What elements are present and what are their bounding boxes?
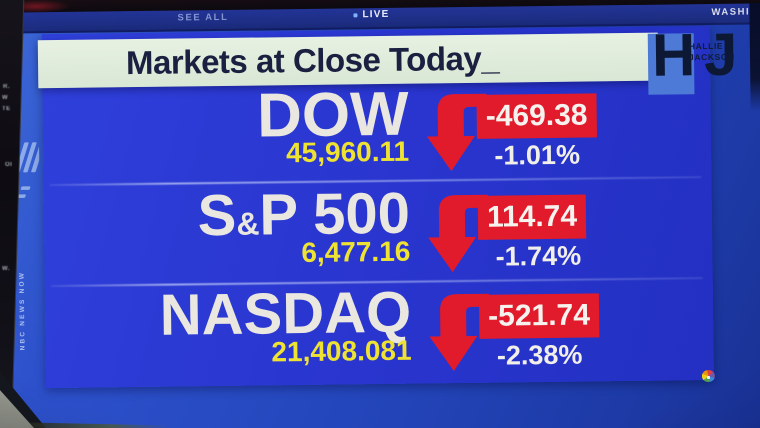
headline-title: Markets at Close Today_ xyxy=(125,39,500,82)
change-badge: -469.38 xyxy=(476,93,597,139)
bezel-text-fragment: W xyxy=(2,95,9,101)
change-badge: -521.74 xyxy=(478,293,600,339)
bezel-text-fragment: OI xyxy=(5,162,13,168)
monitor-right-edge xyxy=(749,2,760,112)
index-value: 6,477.16 xyxy=(301,235,411,269)
bezel-text-fragment: TE xyxy=(2,106,11,112)
live-label: LIVE xyxy=(362,8,390,21)
change-percent: -1.74% xyxy=(495,240,582,272)
nbc-peacock-logo xyxy=(701,369,715,383)
bezel-text-fragment: W. xyxy=(2,266,10,272)
markets-panel: Markets at Close Today_ DOW 45,960.11 -4… xyxy=(37,26,714,389)
change-percent: -1.01% xyxy=(494,139,581,171)
correspondent-bug: H J HALLIE JACKSON xyxy=(647,21,749,99)
see-all-label: SEE ALL xyxy=(177,11,229,24)
change-percent: -2.38% xyxy=(496,339,583,371)
down-arrow-icon xyxy=(428,194,488,273)
bezel-text-fragment: R. xyxy=(3,84,10,90)
index-value: 21,408.081 xyxy=(271,334,412,368)
market-row-dow: DOW 45,960.11 -469.38 -1.01% xyxy=(42,80,711,188)
live-indicator: LIVE xyxy=(353,8,390,21)
market-row-nasdaq: NASDAQ 21,408.081 -521.74 -2.38% xyxy=(45,280,714,388)
down-arrow-icon xyxy=(429,293,490,372)
channel-watermark: NBC NEWS NOW xyxy=(18,270,27,351)
correspondent-name: HALLIE JACKSON xyxy=(688,40,735,63)
change-badge: 114.74 xyxy=(477,194,587,240)
index-value: 45,960.11 xyxy=(285,135,410,169)
live-dot xyxy=(353,12,358,17)
market-row-sp500: S&P 500 6,477.16 114.74 -1.74% xyxy=(44,181,713,289)
down-arrow-icon xyxy=(426,93,487,172)
